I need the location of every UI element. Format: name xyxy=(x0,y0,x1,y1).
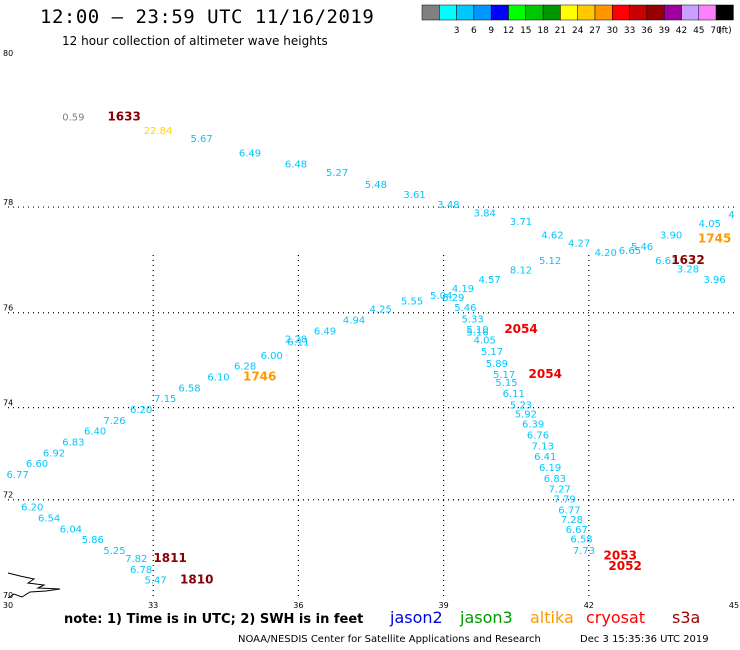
pass-time-label: 2054 xyxy=(504,322,537,336)
wave-height-value: 6.20 xyxy=(130,405,152,416)
wave-height-value: 22.84 xyxy=(144,126,173,137)
wave-height-value: 6.19 xyxy=(539,463,561,474)
y-tick-label: 74 xyxy=(3,399,13,408)
satellite-cryosat: cryosat xyxy=(586,608,645,627)
pass-time-label: 1632 xyxy=(671,253,704,267)
satellite-s3a: s3a xyxy=(672,608,700,627)
wave-height-value: 6.48 xyxy=(285,159,307,170)
y-tick-label: 80 xyxy=(3,49,13,58)
wave-height-value: 4.27 xyxy=(568,239,590,250)
wave-height-value: 6.76 xyxy=(527,430,549,441)
pass-time-label: 2052 xyxy=(608,559,641,573)
wave-height-value: 3.96 xyxy=(704,275,726,286)
wave-height-value: 6.04 xyxy=(60,524,82,535)
wave-height-value: 5.47 xyxy=(144,576,166,587)
wave-height-value: 5.27 xyxy=(326,168,348,179)
y-tick-label: 78 xyxy=(3,198,13,207)
x-tick-label: 33 xyxy=(148,601,158,610)
wave-height-value: 7.13 xyxy=(532,441,554,452)
wave-height-value: 6.20 xyxy=(21,503,43,514)
pass-time-label: 1746 xyxy=(243,369,276,383)
wave-height-value: 6.39 xyxy=(522,420,544,431)
wave-height-value: 6.54 xyxy=(38,513,60,524)
wave-height-value: 5.15 xyxy=(495,378,517,389)
y-tick-label: 72 xyxy=(3,491,13,500)
wave-height-value: 6.49 xyxy=(239,149,261,160)
wave-height-value: 4.05 xyxy=(699,219,721,230)
pass-time-label: 1745 xyxy=(698,231,731,245)
wave-height-value: 6.77 xyxy=(7,470,29,481)
wave-height-value: 5.17 xyxy=(481,347,503,358)
x-tick-label: 30 xyxy=(3,601,13,610)
wave-height-value: 6.92 xyxy=(43,448,65,459)
pass-time-label: 2054 xyxy=(529,367,562,381)
wave-height-value: 6.60 xyxy=(26,459,48,470)
wave-height-value: 4.94 xyxy=(343,316,365,327)
wave-height-value: 5.89 xyxy=(486,359,508,370)
wave-height-value: 4.25 xyxy=(370,305,392,316)
wave-height-value: 6.41 xyxy=(534,452,556,463)
credit-line: NOAA/NESDIS Center for Satellite Applica… xyxy=(238,634,541,645)
wave-height-value: 7.26 xyxy=(103,416,125,427)
wave-height-value: 6.10 xyxy=(207,372,229,383)
wave-height-value: 6.78 xyxy=(130,565,152,576)
wave-height-value: 6.11 xyxy=(287,337,309,348)
wave-height-value: 6.58 xyxy=(178,383,200,394)
wave-height-value: 5.86 xyxy=(82,535,104,546)
wave-height-value: 4.20 xyxy=(595,248,617,259)
x-tick-label: 45 xyxy=(729,601,739,610)
y-tick-label: 76 xyxy=(3,304,13,313)
wave-height-value: 6.40 xyxy=(84,427,106,438)
pass-time-label: 1810 xyxy=(180,573,213,587)
wave-height-value: 5.48 xyxy=(365,180,387,191)
wave-height-value: 6.11 xyxy=(503,389,525,400)
wave-height-value: 7.15 xyxy=(154,394,176,405)
wave-height-value: 5.46 xyxy=(631,242,653,253)
wave-height-value: 7.79 xyxy=(553,494,575,505)
satellite-altika: altika xyxy=(530,608,574,627)
wave-height-value: 5.67 xyxy=(190,134,212,145)
wave-height-value: 7.73 xyxy=(573,546,595,557)
pass-time-label: 1811 xyxy=(153,551,186,565)
generated-timestamp: Dec 3 15:35:36 UTC 2019 xyxy=(580,634,709,645)
wave-height-value: 3.90 xyxy=(660,230,682,241)
wave-height-value: 5.46 xyxy=(454,303,476,314)
satellite-jason2: jason2 xyxy=(390,608,443,627)
pass-time-label: 1633 xyxy=(107,109,140,123)
units-note: note: 1) Time is in UTC; 2) SWH is in fe… xyxy=(64,612,363,627)
wave-height-value: 6.83 xyxy=(544,474,566,485)
wave-height-value: 3.61 xyxy=(403,190,425,201)
coastline xyxy=(8,573,60,598)
wave-height-value: 3.48 xyxy=(437,200,459,211)
wave-height-value: 6.83 xyxy=(62,438,84,449)
wave-height-value: 7.82 xyxy=(125,554,147,565)
satellite-jason3: jason3 xyxy=(460,608,513,627)
wave-height-value: 8.12 xyxy=(510,266,532,277)
wave-height-value: 0.59 xyxy=(62,112,84,123)
wave-height-value: 4.62 xyxy=(541,230,563,241)
x-tick-label: 36 xyxy=(293,601,303,610)
wave-height-value: 6.00 xyxy=(261,351,283,362)
wave-height-value: 6.49 xyxy=(314,326,336,337)
wave-height-value: 5.55 xyxy=(401,297,423,308)
wave-height-value: 5.25 xyxy=(103,546,125,557)
wave-height-value: 4.57 xyxy=(478,275,500,286)
wave-height-value: 3.71 xyxy=(510,217,532,228)
wave-height-value: 4.05 xyxy=(474,336,496,347)
wave-height-value: 4 xyxy=(728,210,734,221)
wave-height-value: 5.12 xyxy=(539,256,561,267)
wave-height-value: 3.84 xyxy=(474,208,496,219)
wave-height-value: 6.58 xyxy=(570,535,592,546)
